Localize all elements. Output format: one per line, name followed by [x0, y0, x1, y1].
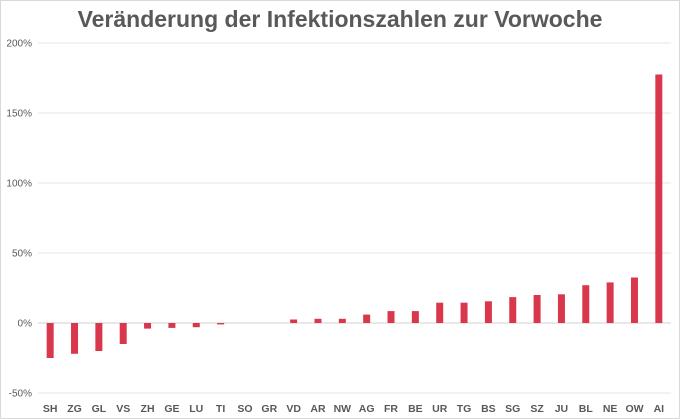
bar-ur	[436, 302, 444, 323]
x-tick-label: OW	[625, 403, 643, 415]
x-tick-label: UR	[432, 403, 448, 415]
x-tick-label: SZ	[530, 403, 544, 415]
y-tick-label: 150%	[6, 109, 32, 120]
bar-tg	[460, 302, 468, 323]
bar-nw	[338, 318, 346, 323]
bar-vs	[119, 323, 127, 344]
y-tick-label: 100%	[6, 179, 32, 190]
bar-sh	[46, 323, 54, 358]
bars	[46, 74, 663, 358]
x-tick-label: VS	[116, 403, 130, 415]
x-tick-label: LU	[189, 403, 203, 415]
bar-bs	[484, 301, 492, 323]
bar-ti	[217, 323, 225, 325]
gridlines	[38, 42, 671, 394]
x-tick-label: ZH	[141, 403, 155, 415]
x-tick-label: BE	[408, 403, 423, 415]
x-tick-label: BL	[579, 403, 594, 415]
bar-ju	[557, 294, 565, 323]
bar-zh	[144, 323, 152, 329]
x-tick-label: TG	[457, 403, 472, 415]
x-tick-label: GE	[164, 403, 179, 415]
x-tick-label: JU	[555, 403, 568, 415]
x-tick-label: TI	[216, 403, 225, 415]
x-tick-label: VD	[286, 403, 301, 415]
bar-fr	[387, 311, 395, 323]
x-tick-label: AG	[359, 403, 375, 415]
x-tick-label: GL	[92, 403, 107, 415]
bar-ai	[655, 74, 663, 323]
x-tick-label: FR	[384, 403, 398, 415]
x-tick-label: AI	[654, 403, 665, 415]
bar-lu	[192, 323, 200, 328]
y-tick-label: 200%	[6, 39, 32, 50]
x-tick-label: ZG	[67, 403, 82, 415]
x-tick-label: BS	[481, 403, 496, 415]
bar-ow	[630, 277, 638, 323]
y-tick-label: -50%	[9, 389, 32, 400]
x-tick-label: SO	[237, 403, 252, 415]
y-tick-label: 0%	[18, 319, 33, 330]
bar-vd	[290, 319, 298, 323]
bar-sg	[509, 297, 517, 323]
bar-bl	[582, 285, 590, 323]
x-tick-label: NW	[334, 403, 352, 415]
x-tick-label: AR	[310, 403, 326, 415]
bar-ne	[606, 282, 614, 323]
bar-ag	[363, 314, 371, 323]
x-tick-label: GR	[261, 403, 277, 415]
chart-title: Veränderung der Infektionszahlen zur Vor…	[77, 6, 603, 32]
x-tick-label: SG	[505, 403, 520, 415]
x-tick-label: SH	[43, 403, 58, 415]
y-axis-labels: -50% 0% 50% 100% 150% 200%	[6, 39, 32, 400]
x-axis-labels: SH ZG GL VS ZH GE LU TI SO GR VD AR NW AG FR BE UR TG BS SG…	[43, 403, 664, 415]
bar-be	[411, 311, 419, 323]
bar-sz	[533, 295, 541, 323]
bar-ar	[314, 318, 322, 323]
bar-gl	[95, 323, 103, 351]
y-tick-label: 50%	[12, 249, 32, 260]
x-tick-label: NE	[603, 403, 618, 415]
bar-ge	[168, 323, 176, 328]
bar-zg	[71, 323, 79, 354]
